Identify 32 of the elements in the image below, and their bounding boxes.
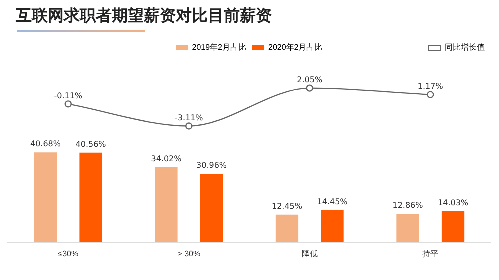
bar: [396, 214, 420, 242]
x-tick-label: 持平: [422, 249, 439, 258]
x-tick-label: 降低: [302, 249, 318, 258]
x-tick-label: > 30%: [178, 249, 201, 258]
legend-label: 2019年2月占比: [192, 43, 247, 52]
data-label: 40.68%: [30, 140, 62, 149]
bar: [200, 174, 224, 242]
data-label: 34.02%: [151, 154, 182, 164]
data-label: 12.45%: [272, 202, 303, 211]
bar: [155, 167, 178, 242]
bar: [34, 152, 58, 242]
legend-label: 同比增长值: [445, 43, 485, 52]
data-label: 1.17%: [418, 82, 444, 91]
data-label: 12.86%: [392, 201, 424, 210]
data-label: 14.03%: [438, 198, 469, 208]
x-tick-label: ≤30%: [58, 249, 79, 258]
data-label: 30.96%: [196, 161, 228, 170]
data-label: 2.05%: [297, 75, 323, 84]
point: [64, 100, 72, 108]
bar: [276, 214, 299, 242]
data-label: -3.11%: [174, 113, 204, 122]
data-label: -0.11%: [54, 91, 83, 100]
point: [306, 84, 314, 92]
bar: [80, 152, 102, 242]
point: [427, 91, 434, 98]
bar: [442, 211, 465, 242]
data-label: 14.45%: [317, 198, 348, 207]
legend-label: 2020年2月占比: [268, 43, 323, 52]
chart-title: 互联网求职者期望薪资对比目前薪资: [16, 6, 272, 27]
bar: [321, 210, 344, 242]
point: [186, 122, 193, 130]
data-label: 40.56%: [76, 140, 107, 149]
